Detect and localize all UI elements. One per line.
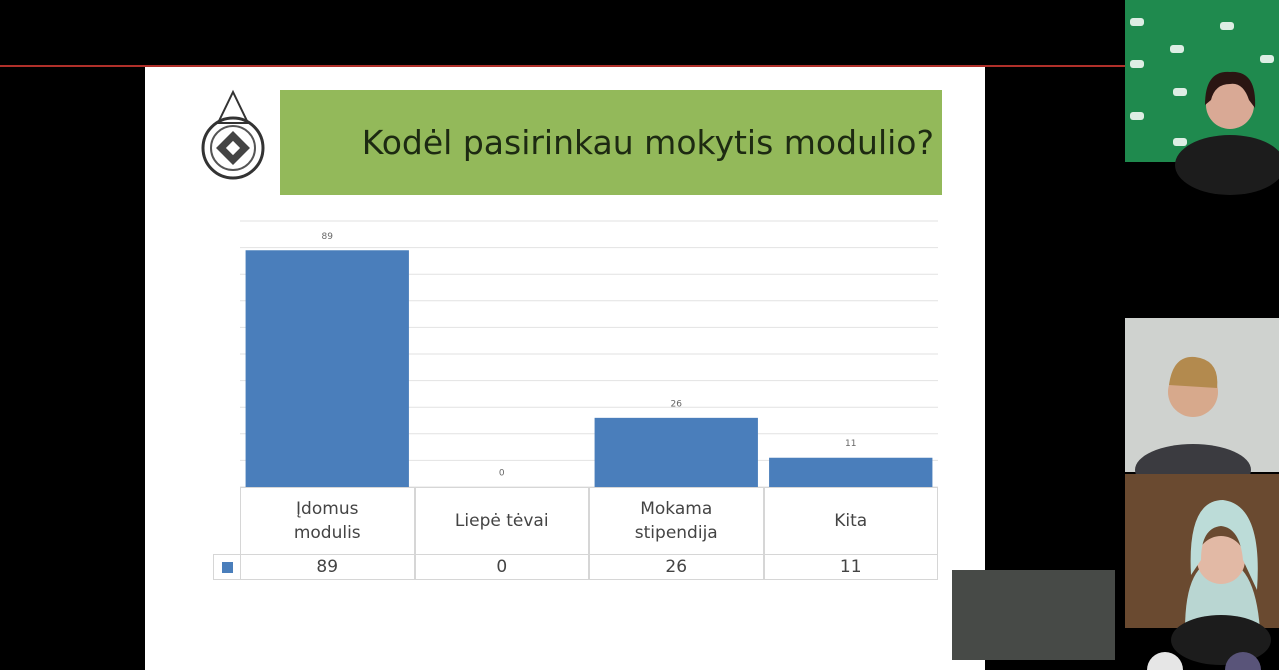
category-cell: Mokama stipendija bbox=[589, 487, 764, 555]
value-cell: 26 bbox=[589, 554, 764, 580]
bar bbox=[769, 458, 932, 487]
bar bbox=[246, 250, 409, 487]
category-cell: Liepė tėvai bbox=[415, 487, 590, 555]
data-label: 11 bbox=[845, 439, 856, 449]
bar bbox=[595, 418, 758, 487]
screen: Kodėl pasirinkau mokytis modulio? 890261… bbox=[0, 0, 1279, 670]
data-label: 0 bbox=[499, 469, 505, 479]
category-cell: Kita bbox=[764, 487, 939, 555]
value-cell: 89 bbox=[240, 554, 415, 580]
category-cell: Įdomus modulis bbox=[240, 487, 415, 555]
legend-key bbox=[222, 562, 233, 573]
value-cell: 0 bbox=[415, 554, 590, 580]
self-view bbox=[952, 570, 1115, 660]
data-label: 89 bbox=[322, 232, 334, 242]
data-label: 26 bbox=[671, 399, 683, 409]
participants-panel bbox=[1125, 0, 1279, 670]
legend-key-cell bbox=[213, 554, 241, 580]
value-cell: 11 bbox=[764, 554, 939, 580]
